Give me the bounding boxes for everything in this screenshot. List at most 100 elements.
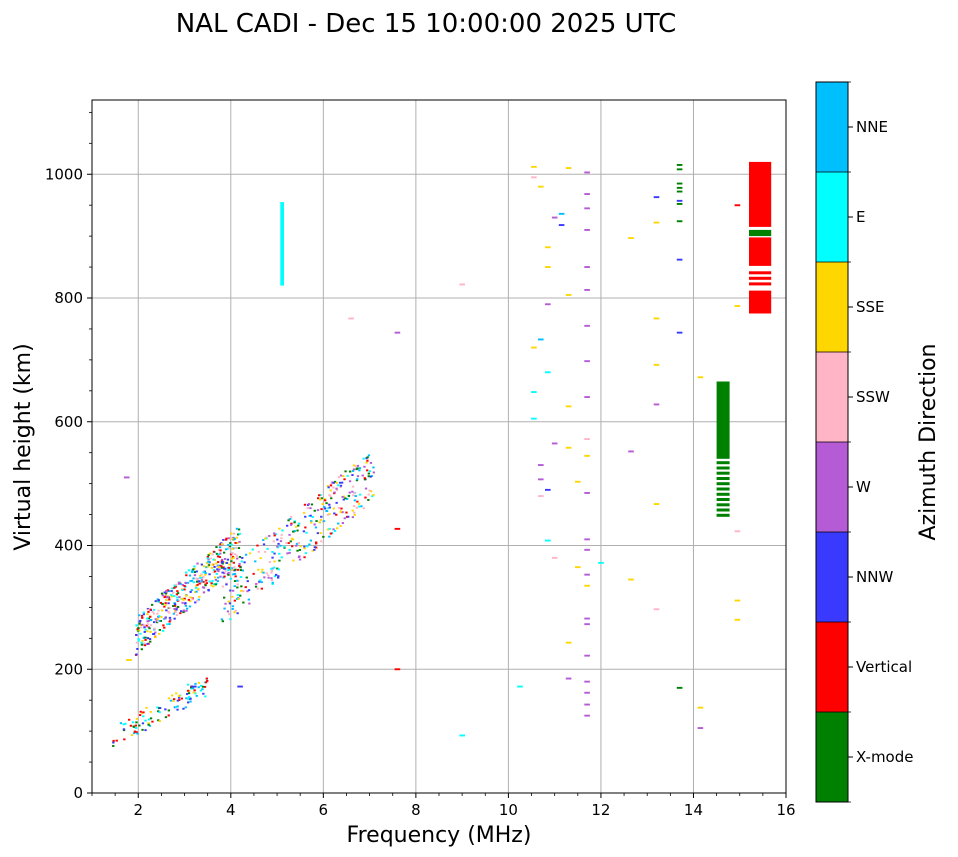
echo-point [291,538,295,541]
echo-point [238,563,241,565]
echo-point [288,533,291,536]
echo-point [126,659,132,661]
echo-point [156,620,159,623]
echo-point [337,476,340,479]
echo-point [584,548,590,551]
echo-point [231,555,235,558]
echo-point [149,624,153,627]
echo-point [232,556,235,559]
colorbar-segment [816,262,848,352]
echo-point [196,583,199,586]
echo-point [154,618,157,621]
echo-point [187,701,190,704]
echo-point [325,510,328,512]
echo-point [172,591,175,594]
echo-point [204,573,207,576]
echo-point [340,507,343,510]
echo-point [176,699,179,702]
echo-point [175,608,178,611]
echo-point [309,507,312,510]
echo-point [227,566,231,569]
echo-point [149,717,153,720]
echo-point [289,518,292,520]
echo-point [584,703,590,706]
echo-point [531,391,537,393]
echo-point [219,543,222,546]
echo-point [364,487,368,490]
echo-point [160,616,163,618]
echo-point [310,503,314,506]
echo-point [138,614,141,617]
echo-point [361,474,364,477]
echo-point [309,514,312,517]
echo-point [371,495,374,498]
echo-point [584,573,590,576]
echo-point [343,478,346,481]
echo-point [161,602,164,605]
echo-point [167,714,170,717]
echo-point [189,580,192,582]
colorbar-segment [816,532,848,622]
echo-point [545,371,551,374]
echo-point [279,544,282,547]
echo-point [157,710,160,713]
echo-point [196,562,199,565]
echo-point [185,609,188,612]
echo-point [348,480,352,483]
echo-point [143,631,146,633]
echo-block [749,290,772,314]
echo-point [218,549,221,551]
colorbar-tick-label: E [856,208,865,226]
echo-point [134,724,137,727]
echo-point [242,601,245,604]
echo-point [193,574,197,577]
echo-point [328,527,331,530]
echo-point [363,478,367,481]
echo-point [354,465,357,468]
echo-point [353,499,356,502]
echo-point [152,612,156,615]
echo-point [297,524,300,527]
echo-point [195,584,198,587]
echo-point [138,724,141,727]
echo-point [734,204,741,207]
echo-stripe [716,503,730,507]
echo-point [260,581,263,584]
echo-point [558,212,565,215]
echo-point [346,498,349,500]
echo-point [367,454,371,457]
echo-point [320,540,323,543]
echo-point [268,535,271,537]
echo-point [246,590,249,593]
echo-point [227,573,230,576]
echo-point [177,582,181,585]
echo-point [333,530,337,532]
echo-point [241,557,244,559]
echo-point [185,574,188,577]
echo-point [734,305,741,307]
echo-point [136,648,139,650]
echo-point [342,498,345,501]
echo-point [215,562,218,565]
echo-point [223,572,226,575]
echo-point [238,565,241,567]
echo-point [233,599,236,602]
echo-point [200,563,203,566]
echo-point [584,714,590,717]
echo-point [339,510,342,513]
echo-point [217,570,220,573]
echo-point [584,623,590,626]
echo-point [147,718,151,721]
echo-point [347,515,350,518]
echo-point [261,568,264,571]
echo-point [341,522,344,524]
echo-point [653,503,660,505]
echo-point [144,628,147,631]
echo-point [160,592,164,595]
echo-point [167,697,171,700]
echo-point [308,543,311,546]
echo-point [365,461,368,464]
echo-point [205,582,208,585]
colorbar-tick-label: NNW [856,568,893,586]
echo-point [198,582,201,585]
